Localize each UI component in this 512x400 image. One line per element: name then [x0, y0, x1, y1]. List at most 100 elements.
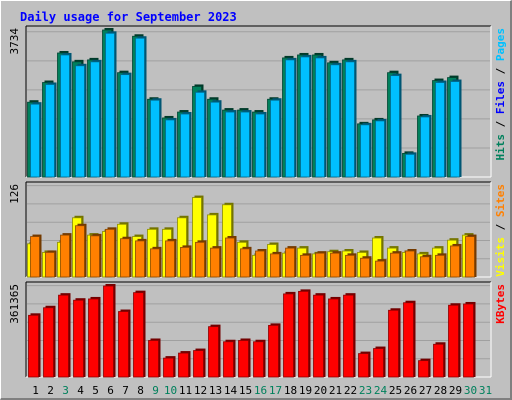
day-label-15: 15	[239, 384, 252, 397]
day-label-20: 20	[314, 384, 327, 397]
scale-label: 126	[8, 184, 21, 204]
bar-kbytes-day-1	[28, 314, 39, 378]
bar-files-day-2	[45, 84, 55, 178]
bar-kbytes-day-19	[298, 290, 309, 378]
day-label-31: 31	[479, 384, 492, 397]
bar-files-day-4	[75, 65, 85, 178]
legend-item-visits: Visits	[494, 237, 507, 277]
bar-files-day-16	[255, 113, 265, 178]
bar-sites-day-17	[270, 253, 280, 278]
legend-hits-files-pages: Hits / Files / Pages	[494, 28, 507, 161]
bar-kbytes-day-18	[283, 293, 294, 378]
bar-sites-day-7	[120, 238, 130, 278]
bar-sites-day-18	[285, 247, 295, 278]
bar-kbytes-day-23	[358, 353, 369, 378]
bar-sites-day-19	[300, 254, 310, 278]
bar-sites-day-5	[90, 235, 100, 278]
day-label-8: 8	[137, 384, 144, 397]
bar-files-day-29	[450, 81, 460, 178]
day-label-30: 30	[464, 384, 477, 397]
bar-kbytes-day-12	[193, 350, 204, 378]
bar-sites-day-27	[420, 256, 430, 278]
bar-files-day-18	[285, 59, 295, 178]
chart-title: Daily usage for September 2023	[20, 10, 237, 24]
bar-sites-day-6	[105, 228, 115, 278]
bar-kbytes-day-17	[268, 324, 279, 378]
bar-sites-day-14	[225, 237, 235, 278]
bar-kbytes-day-29	[448, 304, 459, 378]
bar-kbytes-day-2	[43, 307, 54, 378]
day-label-23: 23	[359, 384, 372, 397]
bar-sites-day-3	[60, 234, 70, 278]
legend-item-kbytes: KBytes	[494, 284, 507, 324]
bar-sites-day-25	[390, 252, 400, 278]
bar-sites-day-11	[180, 246, 190, 278]
legend-separator: /	[494, 217, 507, 237]
bar-files-day-27	[420, 116, 430, 178]
bar-files-day-28	[435, 82, 445, 178]
bar-sites-day-20	[315, 252, 325, 278]
day-label-24: 24	[374, 384, 388, 397]
day-label-27: 27	[419, 384, 432, 397]
day-label-16: 16	[254, 384, 267, 397]
day-label-29: 29	[449, 384, 462, 397]
day-label-28: 28	[434, 384, 447, 397]
bar-sites-day-24	[375, 260, 385, 278]
bar-files-day-14	[225, 111, 235, 178]
day-label-22: 22	[344, 384, 357, 397]
bar-kbytes-day-6	[103, 285, 114, 378]
bar-files-day-10	[165, 119, 175, 178]
day-label-10: 10	[164, 384, 177, 397]
day-label-6: 6	[107, 384, 114, 397]
bar-files-day-25	[390, 75, 400, 178]
bar-files-day-3	[60, 54, 70, 178]
day-label-13: 13	[209, 384, 222, 397]
bar-files-day-1	[30, 103, 40, 178]
day-label-7: 7	[122, 384, 129, 397]
bar-kbytes-day-8	[133, 292, 144, 378]
legend-item-sites: Sites	[494, 184, 507, 217]
bar-sites-day-13	[210, 247, 220, 278]
bar-kbytes-day-13	[208, 326, 219, 378]
bar-kbytes-day-5	[88, 298, 99, 378]
bar-kbytes-day-30	[463, 303, 474, 378]
legend-separator: /	[494, 61, 507, 81]
bar-files-day-23	[360, 124, 370, 178]
bar-kbytes-day-28	[433, 343, 444, 378]
bar-kbytes-day-7	[118, 311, 129, 378]
bar-files-day-12	[195, 91, 205, 178]
bar-files-day-15	[240, 111, 250, 178]
day-label-26: 26	[404, 384, 417, 397]
bar-sites-day-8	[135, 240, 145, 278]
day-label-18: 18	[284, 384, 297, 397]
legend-item-files: Files	[494, 81, 507, 114]
bar-files-day-9	[150, 99, 160, 178]
bar-sites-day-10	[165, 240, 175, 278]
scale-label: 3734	[8, 28, 21, 55]
bar-files-day-5	[90, 61, 100, 178]
day-label-17: 17	[269, 384, 282, 397]
bar-kbytes-day-10	[163, 357, 174, 378]
bar-sites-day-28	[435, 254, 445, 278]
day-label-1: 1	[32, 384, 39, 397]
bar-kbytes-day-27	[418, 360, 429, 378]
bar-sites-day-30	[465, 236, 475, 278]
bar-files-day-26	[405, 153, 415, 178]
bar-sites-day-12	[195, 241, 205, 278]
day-label-12: 12	[194, 384, 207, 397]
day-label-19: 19	[299, 384, 312, 397]
bar-sites-day-23	[360, 257, 370, 278]
legend-item-pages: Pages	[494, 28, 507, 61]
bar-sites-day-21	[330, 252, 340, 278]
legend-visits-sites: Visits / Sites	[494, 184, 507, 277]
bar-files-day-6	[105, 32, 115, 178]
day-label-9: 9	[152, 384, 159, 397]
day-label-14: 14	[224, 384, 238, 397]
bar-files-day-20	[315, 57, 325, 178]
day-label-5: 5	[92, 384, 99, 397]
scale-label: 361365	[8, 284, 21, 324]
legend-kbytes: KBytes	[494, 284, 507, 324]
bar-sites-day-16	[255, 250, 265, 278]
day-label-4: 4	[77, 384, 84, 397]
